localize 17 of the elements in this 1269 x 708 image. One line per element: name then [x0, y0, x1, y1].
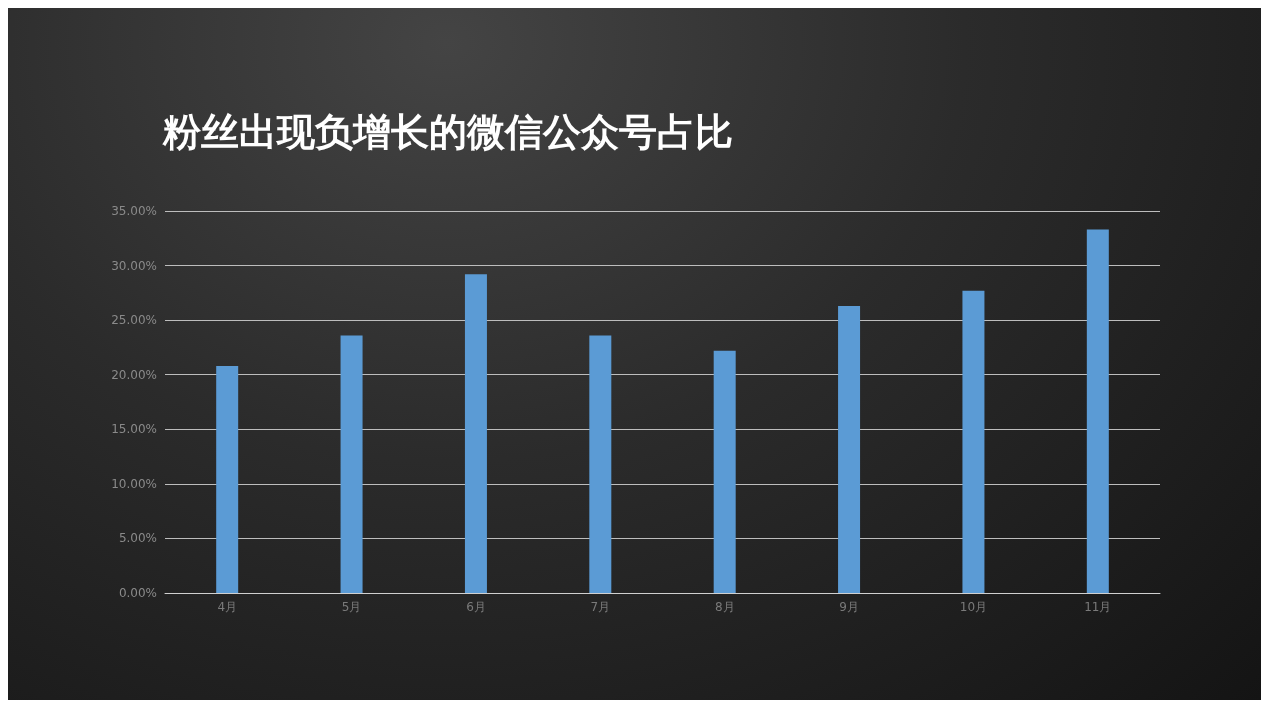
y-tick-label: 20.00% — [111, 367, 157, 382]
x-tick-label: 9月 — [839, 600, 859, 614]
y-tick-label: 0.00% — [118, 586, 157, 600]
x-tick-label: 6月 — [466, 600, 486, 614]
y-tick-label: 10.00% — [111, 476, 157, 491]
chart-title: 粉丝出现负增长的微信公众号占比 — [162, 110, 733, 154]
y-tick-label: 30.00% — [111, 258, 157, 273]
x-tick-label: 5月 — [341, 600, 362, 614]
y-tick-label: 35.00% — [111, 204, 157, 218]
x-tick-label: 8月 — [714, 600, 735, 614]
x-tick-label: 4月 — [217, 600, 238, 614]
x-tick-label: 11月 — [1084, 600, 1112, 614]
y-tick-label: 25.00% — [111, 313, 157, 328]
y-tick-label: 15.00% — [111, 422, 157, 437]
x-tick-label: 10月 — [959, 600, 988, 614]
y-tick-label: 5.00% — [118, 531, 157, 546]
x-tick-label: 7月 — [590, 600, 611, 614]
